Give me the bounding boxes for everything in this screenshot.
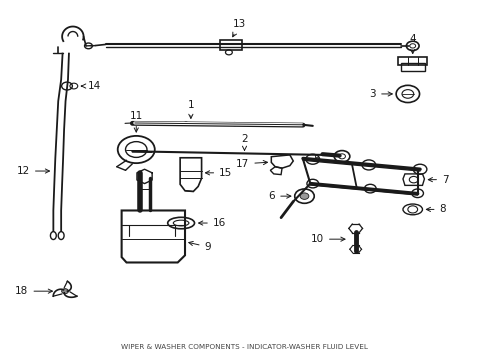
Circle shape	[232, 122, 237, 126]
Text: 11: 11	[129, 111, 142, 132]
Text: 1: 1	[187, 100, 194, 118]
Text: 9: 9	[188, 242, 211, 252]
Text: 2: 2	[241, 134, 247, 150]
Text: 4: 4	[408, 35, 415, 54]
Text: 14: 14	[81, 81, 101, 91]
Text: 17: 17	[236, 159, 267, 169]
Text: 15: 15	[205, 168, 232, 178]
Bar	[400, 63, 424, 71]
Circle shape	[61, 289, 68, 294]
Text: 13: 13	[232, 19, 246, 37]
Text: 10: 10	[310, 234, 344, 244]
Text: 12: 12	[17, 166, 49, 176]
Text: 3: 3	[369, 89, 391, 99]
Bar	[397, 57, 427, 65]
Bar	[220, 40, 242, 50]
Text: WIPER & WASHER COMPONENTS - INDICATOR-WASHER FLUID LEVEL: WIPER & WASHER COMPONENTS - INDICATOR-WA…	[121, 345, 367, 350]
Circle shape	[183, 122, 188, 126]
Text: 16: 16	[198, 218, 225, 228]
Text: 5: 5	[313, 154, 320, 164]
Text: 7: 7	[427, 175, 447, 185]
Circle shape	[300, 193, 308, 199]
Text: 8: 8	[426, 204, 445, 215]
Text: 18: 18	[15, 286, 52, 296]
Text: 6: 6	[268, 191, 290, 201]
